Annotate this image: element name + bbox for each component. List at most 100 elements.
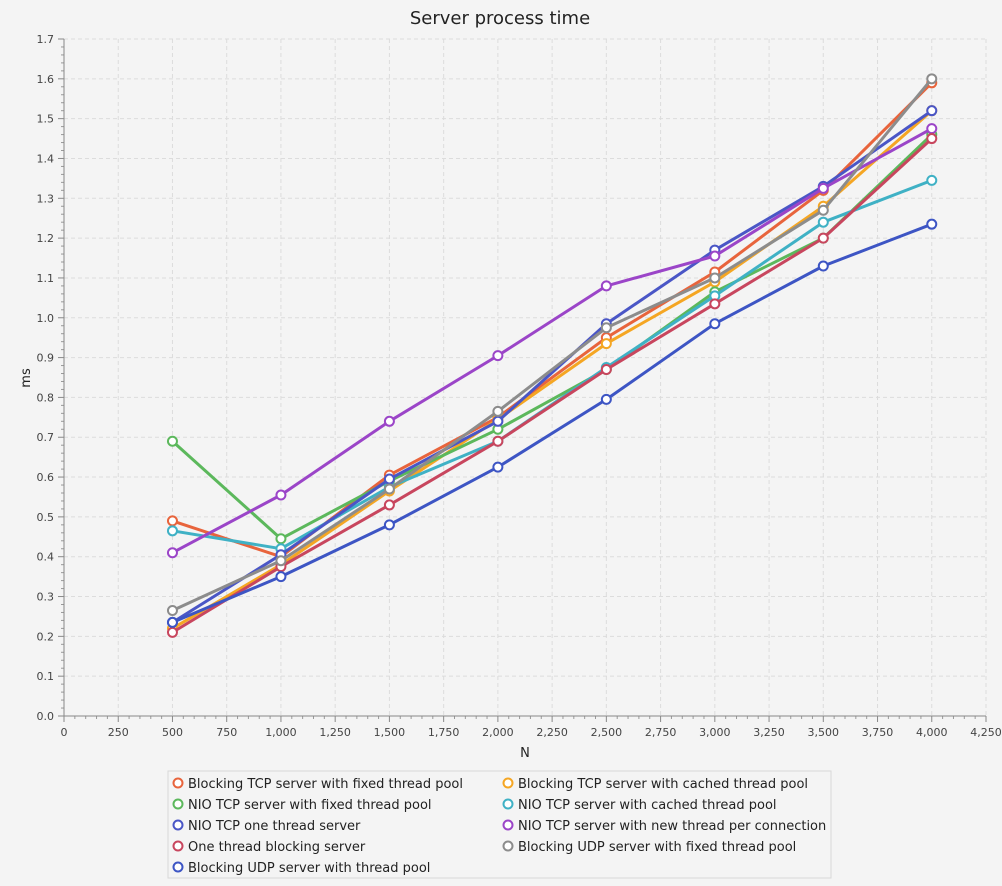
data-point [600, 393, 612, 405]
series-4 [166, 105, 938, 628]
series-line [171, 77, 933, 612]
data-point [383, 483, 395, 495]
chart-title: Server process time [410, 8, 590, 29]
x-tick-label: 250 [108, 726, 129, 739]
legend-marker [502, 840, 514, 852]
data-point [600, 364, 612, 376]
data-point [492, 350, 504, 362]
y-tick-label: 1.7 [37, 33, 55, 46]
series-line [171, 133, 933, 541]
legend-label: Blocking UDP server with thread pool [188, 861, 430, 876]
y-tick-label: 1.5 [37, 113, 55, 126]
y-tick-label: 1.3 [37, 192, 55, 205]
x-tick-label: 2,000 [482, 726, 514, 739]
y-tick-label: 0.5 [37, 511, 55, 524]
data-point [275, 555, 287, 567]
x-tick-label: 1,250 [319, 726, 351, 739]
legend: Blocking TCP server with fixed thread po… [172, 777, 826, 876]
legend-marker [172, 777, 184, 789]
data-point [709, 318, 721, 330]
x-tick-label: 500 [162, 726, 183, 739]
data-point [817, 232, 829, 244]
x-tick-label: 3,500 [808, 726, 840, 739]
y-tick-label: 1.0 [37, 312, 55, 325]
x-tick-label: 4,250 [970, 726, 1002, 739]
legend-marker [502, 798, 514, 810]
data-point [817, 182, 829, 194]
y-tick-label: 0.7 [37, 431, 55, 444]
series-line [171, 109, 933, 624]
x-tick-label: 3,250 [753, 726, 785, 739]
data-point [709, 272, 721, 284]
data-point [492, 435, 504, 447]
data-point [492, 461, 504, 473]
data-point [275, 489, 287, 501]
x-tick-label: 750 [216, 726, 237, 739]
legend-marker [502, 819, 514, 831]
x-tick-label: 1,000 [265, 726, 297, 739]
data-point [492, 415, 504, 427]
x-tick-label: 2,250 [536, 726, 568, 739]
series-8 [166, 218, 938, 628]
legend-marker [172, 798, 184, 810]
data-point [926, 105, 938, 117]
data-point [275, 571, 287, 583]
data-point [166, 626, 178, 638]
legend-label: Blocking UDP server with fixed thread po… [518, 840, 796, 855]
data-point [600, 322, 612, 334]
x-axis-label: N [520, 746, 530, 761]
series-group [166, 73, 938, 638]
x-tick-label: 3,750 [862, 726, 894, 739]
x-tick-labels: 0 250 500 750 1,000 1,250 1,500 1,750 2,000 2,250… [61, 726, 1002, 739]
data-point [926, 73, 938, 85]
grid [64, 38, 987, 716]
data-point [383, 499, 395, 511]
legend-marker [172, 819, 184, 831]
legend-label: NIO TCP server with cached thread pool [518, 798, 777, 813]
series-line [171, 137, 933, 634]
y-tick-label: 1.1 [37, 272, 55, 285]
x-tick-label: 1,750 [428, 726, 460, 739]
data-point [709, 250, 721, 262]
data-point [926, 133, 938, 145]
data-point [166, 435, 178, 447]
legend-marker [172, 840, 184, 852]
x-tick-label: 2,500 [591, 726, 623, 739]
axes [58, 38, 987, 722]
x-tick-label: 3,000 [699, 726, 731, 739]
data-point [166, 616, 178, 628]
data-point [709, 298, 721, 310]
legend-label: Blocking TCP server with cached thread p… [518, 777, 808, 792]
legend-box [167, 770, 832, 879]
legend-label: Blocking TCP server with fixed thread po… [188, 777, 463, 792]
data-point [600, 338, 612, 350]
legend-label: NIO TCP server with fixed thread pool [188, 798, 432, 813]
y-tick-labels: 0.0 0.1 0.2 0.3 0.4 0.5 0.6 0.7 0.8 0.9 1.0 1.1 1.2 1… [37, 33, 55, 723]
y-tick-label: 0.0 [37, 710, 55, 723]
y-tick-label: 0.1 [37, 670, 55, 683]
data-point [817, 204, 829, 216]
x-tick-label: 2,750 [645, 726, 677, 739]
legend-label: NIO TCP server with new thread per conne… [518, 819, 826, 834]
y-tick-label: 0.3 [37, 591, 55, 604]
x-tick-label: 1,500 [374, 726, 406, 739]
series-line [171, 127, 933, 555]
y-tick-label: 1.6 [37, 73, 55, 86]
x-tick-label: 4,000 [916, 726, 948, 739]
legend-marker [502, 777, 514, 789]
data-point [166, 515, 178, 527]
y-tick-label: 0.8 [37, 391, 55, 404]
y-tick-label: 1.2 [37, 232, 55, 245]
data-point [600, 280, 612, 292]
x-tick-label: 0 [61, 726, 68, 739]
y-tick-label: 1.4 [37, 152, 55, 165]
series-line [171, 222, 933, 624]
data-point [383, 473, 395, 485]
data-point [817, 216, 829, 228]
y-tick-label: 0.6 [37, 471, 55, 484]
series-5 [166, 123, 938, 559]
data-point [817, 260, 829, 272]
legend-marker [172, 861, 184, 873]
series-line [171, 109, 933, 630]
